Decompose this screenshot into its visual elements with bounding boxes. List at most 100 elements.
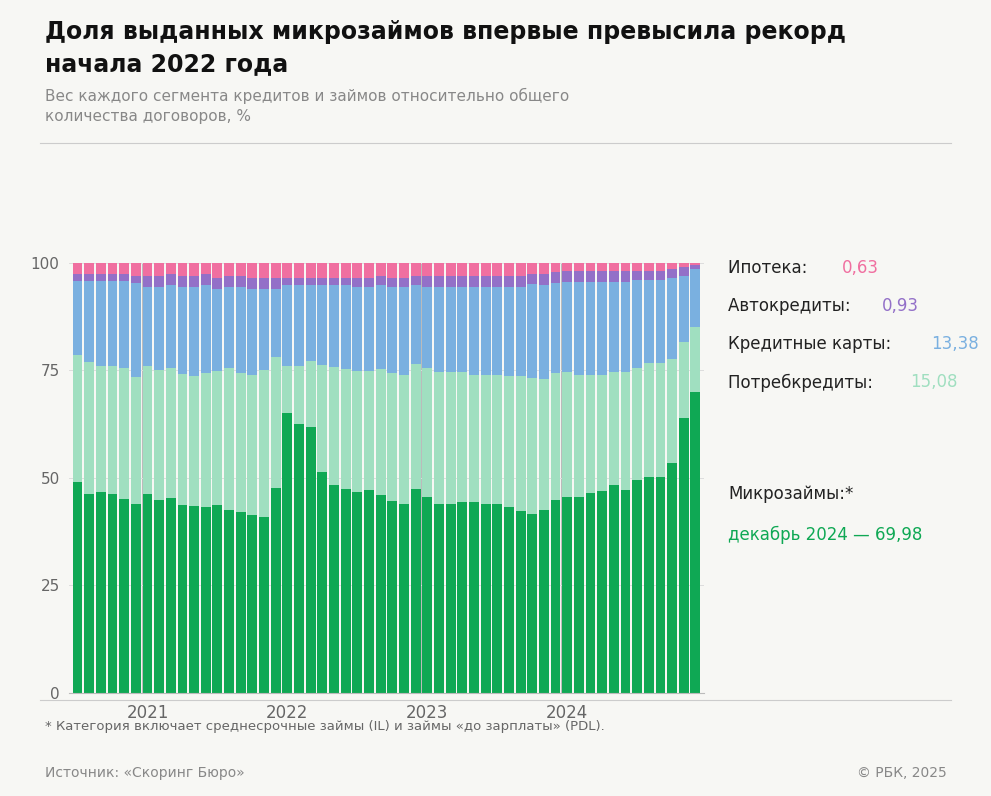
Bar bbox=[271, 278, 280, 289]
Bar bbox=[644, 280, 654, 363]
Bar bbox=[434, 373, 444, 504]
Bar bbox=[608, 271, 618, 283]
Bar bbox=[539, 274, 549, 285]
Bar bbox=[562, 498, 572, 693]
Bar bbox=[119, 281, 129, 369]
Bar bbox=[96, 281, 106, 366]
Bar bbox=[353, 278, 363, 287]
Bar bbox=[481, 375, 491, 504]
Text: 0,63: 0,63 bbox=[842, 259, 879, 277]
Bar bbox=[399, 263, 409, 278]
Bar bbox=[143, 287, 153, 366]
Bar bbox=[108, 274, 118, 281]
Bar bbox=[469, 276, 479, 287]
Bar bbox=[598, 375, 607, 491]
Bar bbox=[96, 366, 106, 492]
Bar bbox=[236, 287, 246, 373]
Bar bbox=[329, 279, 339, 285]
Bar bbox=[96, 274, 106, 281]
Bar bbox=[131, 276, 141, 283]
Bar bbox=[469, 501, 479, 693]
Bar bbox=[248, 289, 258, 375]
Bar bbox=[271, 263, 280, 278]
Bar bbox=[189, 376, 199, 506]
Bar bbox=[131, 505, 141, 693]
Bar bbox=[119, 263, 129, 274]
Bar bbox=[387, 501, 397, 693]
Bar bbox=[481, 276, 491, 287]
Bar bbox=[248, 515, 258, 693]
Bar bbox=[469, 263, 479, 276]
Bar bbox=[72, 263, 82, 274]
Bar bbox=[329, 263, 339, 279]
Bar bbox=[655, 477, 665, 693]
Bar bbox=[177, 505, 187, 693]
Bar bbox=[527, 263, 537, 274]
Bar bbox=[399, 278, 409, 287]
Bar bbox=[294, 285, 304, 365]
Bar bbox=[551, 283, 561, 373]
Bar bbox=[551, 500, 561, 693]
Bar bbox=[399, 375, 409, 504]
Bar bbox=[644, 477, 654, 693]
Bar bbox=[317, 285, 327, 365]
Bar bbox=[446, 373, 456, 504]
Bar bbox=[189, 506, 199, 693]
Bar bbox=[259, 370, 269, 517]
Bar bbox=[598, 283, 607, 375]
Bar bbox=[306, 263, 316, 279]
Bar bbox=[422, 368, 432, 498]
Bar bbox=[364, 371, 374, 490]
Bar bbox=[131, 263, 141, 276]
Bar bbox=[410, 489, 420, 693]
Bar bbox=[317, 279, 327, 285]
Bar bbox=[271, 487, 280, 693]
Bar bbox=[341, 263, 351, 278]
Bar bbox=[410, 364, 420, 489]
Bar bbox=[644, 271, 654, 280]
Bar bbox=[353, 371, 363, 492]
Bar bbox=[119, 274, 129, 281]
Bar bbox=[353, 263, 363, 278]
Bar bbox=[457, 373, 467, 501]
Bar bbox=[177, 276, 187, 287]
Bar bbox=[574, 263, 584, 271]
Bar bbox=[598, 271, 607, 283]
Bar bbox=[364, 287, 374, 371]
Bar bbox=[586, 493, 596, 693]
Bar bbox=[271, 289, 280, 357]
Bar bbox=[539, 510, 549, 693]
Text: 15,08: 15,08 bbox=[910, 373, 957, 392]
Bar bbox=[691, 327, 701, 392]
Bar bbox=[201, 507, 211, 693]
Bar bbox=[562, 271, 572, 283]
Bar bbox=[96, 263, 106, 274]
Text: Вес каждого сегмента кредитов и займов относительно общего
количества договоров,: Вес каждого сегмента кредитов и займов о… bbox=[45, 88, 569, 123]
Bar bbox=[620, 490, 630, 693]
Bar bbox=[457, 287, 467, 373]
Bar bbox=[165, 274, 175, 285]
Bar bbox=[598, 491, 607, 693]
Bar bbox=[481, 504, 491, 693]
Bar bbox=[667, 278, 677, 359]
Bar bbox=[282, 365, 292, 412]
Bar bbox=[586, 283, 596, 375]
Bar bbox=[143, 276, 153, 287]
Bar bbox=[691, 263, 701, 265]
Bar bbox=[224, 287, 234, 369]
Bar bbox=[515, 511, 525, 693]
Bar bbox=[236, 373, 246, 512]
Bar bbox=[446, 287, 456, 373]
Bar bbox=[632, 280, 642, 368]
Bar bbox=[353, 492, 363, 693]
Bar bbox=[294, 279, 304, 285]
Bar bbox=[248, 278, 258, 289]
Bar bbox=[515, 275, 525, 287]
Bar bbox=[410, 285, 420, 364]
Bar bbox=[667, 263, 677, 269]
Bar bbox=[189, 263, 199, 276]
Bar bbox=[644, 263, 654, 271]
Bar bbox=[189, 276, 199, 287]
Bar bbox=[632, 480, 642, 693]
Bar bbox=[493, 287, 502, 375]
